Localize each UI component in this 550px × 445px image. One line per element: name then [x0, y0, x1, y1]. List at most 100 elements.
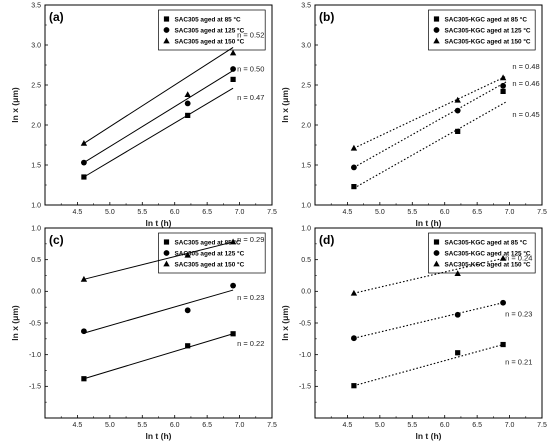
- x-tick-label: 4.5: [73, 209, 83, 216]
- series-2: n = 0.46: [351, 79, 540, 171]
- panel-letter: (c): [49, 233, 64, 247]
- n-label: n = 0.45: [512, 110, 539, 119]
- series-1: n = 0.45: [351, 88, 540, 190]
- legend-label: SAC305 aged at 150 °C: [175, 37, 245, 45]
- x-tick-label: 5.0: [105, 209, 115, 216]
- data-point: [80, 275, 88, 282]
- data-point: [184, 251, 191, 258]
- legend-marker: [433, 239, 440, 245]
- n-label: n = 0.48: [512, 62, 539, 71]
- data-point: [500, 88, 506, 94]
- panel-1: 4.5 5.0 5.5 6.0 6.5 7.0 7.5 1.0 1.5 2.0 2.5 3.0 3.5 l…: [10, 2, 277, 228]
- x-tick-label: 7.0: [235, 209, 245, 216]
- x-tick-label: 6.0: [170, 209, 180, 216]
- fit-line: [353, 75, 507, 149]
- x-tick-label: 7.0: [505, 209, 515, 216]
- y-tick-label: -0.5: [29, 320, 41, 327]
- data-point: [81, 328, 87, 335]
- x-tick-label: 5.5: [407, 422, 417, 429]
- y-tick-label: 2.0: [301, 122, 311, 129]
- x-tick-label: 7.0: [235, 422, 245, 429]
- data-point: [81, 159, 87, 166]
- data-point: [185, 112, 191, 118]
- legend-marker: [163, 37, 170, 44]
- y-tick-label: 0.5: [301, 257, 311, 264]
- x-tick-label: 5.5: [137, 209, 147, 216]
- x-tick-label: 4.5: [73, 422, 83, 429]
- legend-box: [428, 232, 536, 274]
- y-tick-label: 0.0: [301, 289, 311, 296]
- data-point: [350, 144, 358, 151]
- x-tick-label: 7.5: [537, 422, 547, 429]
- legend-label: SAC305-KGC aged at 85 °C: [445, 238, 528, 246]
- legend-label: SAC305-KGC aged at 150 °C: [445, 260, 531, 268]
- data-point: [184, 100, 191, 107]
- data-point: [230, 331, 236, 337]
- fit-line: [83, 46, 234, 144]
- legend-label: SAC305 aged at 125 °C: [175, 26, 245, 34]
- panel-2: 4.5 5.0 5.5 6.0 6.5 7.0 7.5 1.0 1.5 2.0 2.5 3.0 3.5 l…: [280, 2, 547, 228]
- y-tick-label: 2.5: [31, 82, 41, 89]
- n-label: n = 0.52: [237, 30, 264, 39]
- data-point: [351, 164, 357, 171]
- fit-line: [83, 241, 234, 280]
- x-tick-label: 5.0: [105, 422, 115, 429]
- n-label: n = 0.47: [237, 93, 264, 102]
- n-label: n = 0.23: [237, 293, 264, 302]
- y-tick-label: 1.5: [31, 162, 41, 169]
- x-tick-label: 5.0: [375, 422, 385, 429]
- panel-3: 4.5 5.0 5.5 6.0 6.5 7.0 7.5 -1.5 -1.0 -0.5 0.0 0.5 1…: [10, 225, 277, 441]
- legend-label: SAC305-KGC aged at 125 °C: [445, 26, 531, 34]
- fit-line: [353, 257, 504, 294]
- x-tick-label: 5.5: [137, 422, 147, 429]
- n-label: n = 0.29: [237, 235, 264, 244]
- legend-marker: [163, 16, 170, 22]
- fit-line: [83, 289, 234, 334]
- legend-box: [158, 232, 266, 274]
- y-tick-label: 3.5: [31, 2, 41, 9]
- x-tick-label: 4.5: [343, 209, 353, 216]
- x-tick-label: 6.5: [472, 422, 482, 429]
- legend-marker: [433, 27, 440, 33]
- y-tick-label: -1.5: [29, 384, 41, 391]
- series-2: n = 0.50: [81, 65, 264, 166]
- data-point: [230, 76, 236, 82]
- x-axis-title: ln t (h): [146, 218, 172, 228]
- y-tick-label: 3.5: [301, 2, 311, 9]
- x-axis-title: ln t (h): [416, 431, 442, 441]
- legend-label: SAC305 aged at 85 °C: [175, 238, 242, 246]
- data-point: [350, 289, 358, 296]
- data-point: [500, 341, 506, 348]
- series-1: n = 0.47: [81, 76, 264, 180]
- x-tick-label: 6.5: [202, 422, 212, 429]
- x-tick-label: 6.0: [440, 422, 450, 429]
- series-1: n = 0.22: [81, 331, 264, 382]
- y-tick-label: 1.5: [301, 162, 311, 169]
- x-tick-label: 5.5: [407, 209, 417, 216]
- n-label: n = 0.21: [505, 358, 532, 367]
- data-point: [184, 307, 191, 314]
- n-label: n = 0.23: [505, 310, 532, 319]
- legend-marker: [163, 27, 170, 33]
- y-tick-label: 1.0: [301, 202, 311, 209]
- data-point: [454, 270, 461, 276]
- x-axis-title: ln t (h): [146, 431, 172, 441]
- legend-marker: [433, 37, 440, 44]
- y-tick-label: 1.0: [301, 225, 311, 232]
- n-label: n = 0.50: [237, 65, 264, 74]
- data-point: [500, 299, 506, 306]
- data-point: [185, 343, 191, 349]
- data-point: [454, 311, 461, 318]
- y-tick-label: -1.5: [299, 384, 311, 391]
- fit-line: [353, 101, 507, 189]
- data-point: [229, 238, 237, 245]
- y-tick-label: 0.0: [31, 289, 41, 296]
- legend-marker: [433, 260, 440, 267]
- series-2: n = 0.23: [81, 282, 264, 335]
- x-tick-label: 7.5: [267, 209, 277, 216]
- data-point: [81, 174, 87, 180]
- y-tick-label: -1.0: [29, 352, 41, 359]
- y-tick-label: 3.0: [31, 42, 41, 49]
- x-tick-label: 6.0: [170, 422, 180, 429]
- x-tick-label: 7.0: [505, 422, 515, 429]
